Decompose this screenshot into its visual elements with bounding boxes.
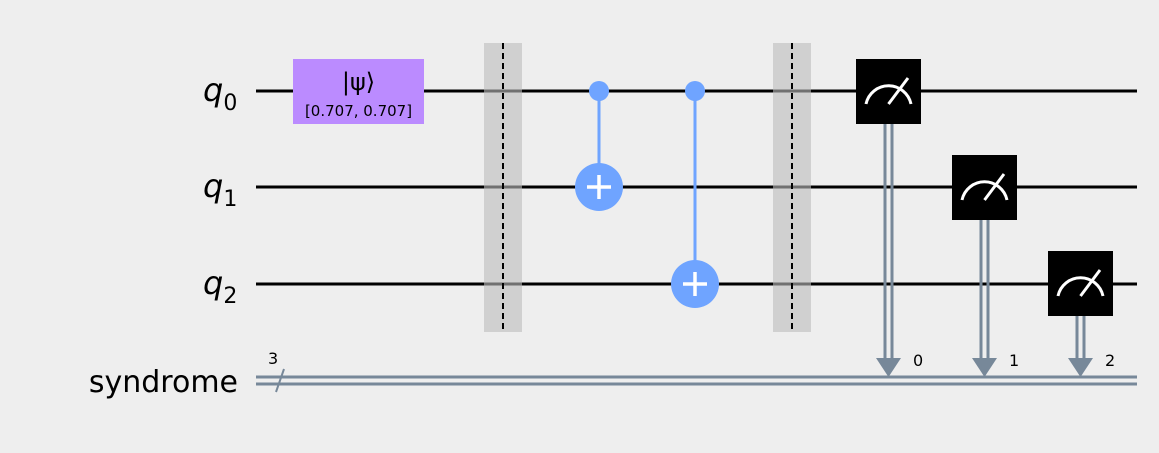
cnot-control-dot	[685, 81, 705, 101]
barrier-2	[773, 43, 811, 332]
initialize-gate-label: |ψ⟩	[342, 68, 375, 96]
measure-bit-label: 0	[913, 351, 923, 370]
classical-register-label: syndrome	[89, 365, 238, 400]
measure-bit-label: 2	[1105, 351, 1115, 370]
measure-bit-label: 1	[1009, 351, 1019, 370]
measure-q2: 2	[1048, 251, 1115, 377]
measure-q1: 1	[952, 155, 1019, 377]
measure-q0: 0	[856, 59, 923, 377]
register-size-slash	[275, 368, 285, 393]
cnot-gate-q0-q1	[575, 81, 623, 211]
measure-icon	[864, 77, 913, 105]
cnot-target-icon	[575, 163, 623, 211]
measure-icon	[1056, 269, 1105, 297]
register-size-label: 3	[268, 349, 278, 368]
cnot-control-dot	[589, 81, 609, 101]
cnot-target-icon	[671, 260, 719, 308]
initialize-gate: |ψ⟩ [0.707, 0.707]	[293, 59, 424, 124]
measure-arrow	[1068, 358, 1093, 377]
measure-arrow	[972, 358, 997, 377]
classical-wire	[256, 375, 1137, 386]
qubit-label-q0: q0	[203, 71, 237, 116]
measure-icon	[960, 173, 1009, 201]
qubit-label-q1: q1	[203, 167, 237, 212]
initialize-gate-params: [0.707, 0.707]	[305, 102, 412, 120]
cnot-gate-q0-q2	[671, 81, 719, 308]
barrier-1	[484, 43, 522, 332]
measure-arrow	[876, 358, 901, 377]
qubit-label-q2: q2	[203, 264, 237, 309]
